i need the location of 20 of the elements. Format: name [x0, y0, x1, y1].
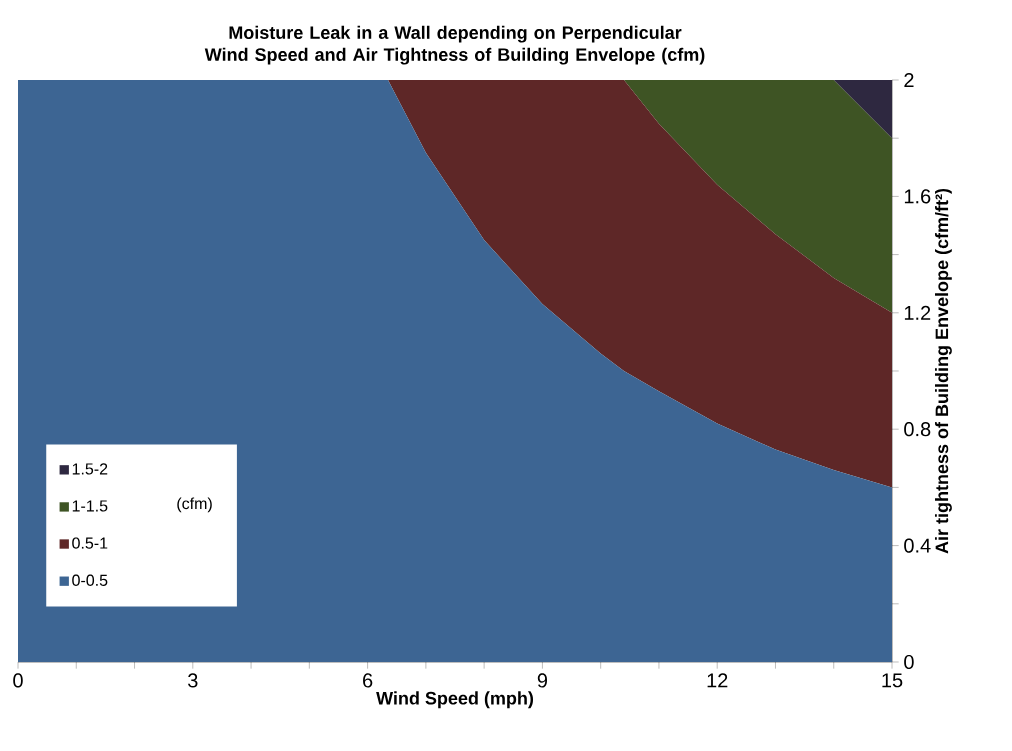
x-tick-label: 9 — [537, 673, 548, 688]
x-tick-label: 6 — [363, 673, 373, 688]
legend-label: 1.5-2 — [72, 463, 108, 475]
x-tick-label: 12 — [707, 673, 728, 688]
x-tick-label: 0 — [13, 673, 23, 688]
x-tick-label: 15 — [882, 673, 903, 688]
y-tick-label: 1.6 — [904, 189, 931, 204]
y-axis-title: Air tightness of Building Envelope (cfm/ft²) — [935, 188, 952, 554]
legend-label: 0.5-1 — [72, 537, 108, 549]
y-tick-label: 0 — [904, 654, 914, 670]
y-tick-label: 0.8 — [904, 422, 931, 437]
legend-label: 0-0.5 — [72, 574, 108, 586]
x-tick-label: 3 — [188, 673, 198, 688]
legend-title: (cfm) — [177, 497, 212, 513]
y-tick-label: 2 — [904, 73, 914, 87]
legend-label: 1-1.5 — [72, 500, 108, 512]
y-tick-label: 1.2 — [904, 305, 931, 320]
chart-title: Moisture Leak in a Wall depending on Perpendicular Wind Speed and Air Tightness of Building Envelope (cfm) — [204, 25, 705, 65]
x-axis-title: Wind Speed (mph) — [376, 691, 534, 709]
y-tick-label: 0.4 — [904, 538, 931, 553]
